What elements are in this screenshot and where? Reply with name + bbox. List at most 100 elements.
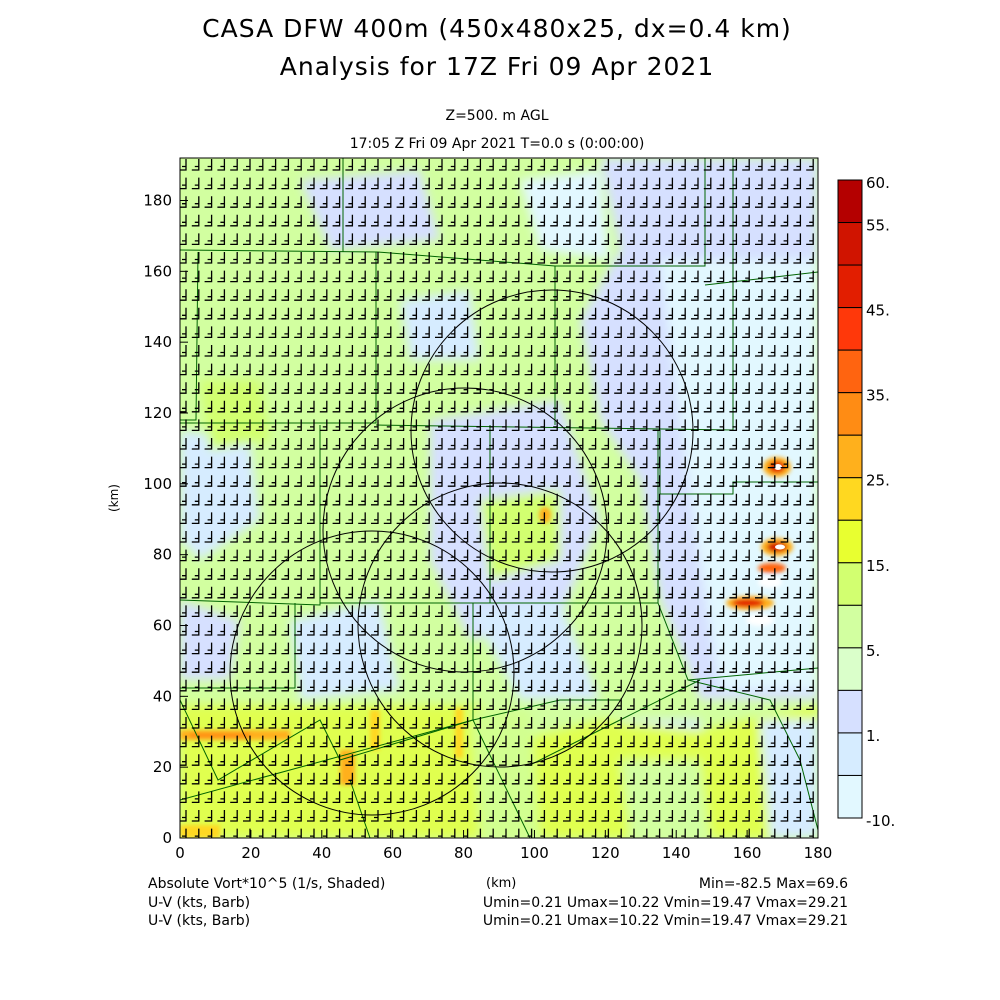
wind-barb (665, 233, 674, 246)
wind-barb (473, 326, 482, 339)
wind-barb (243, 810, 251, 822)
wind-barb (575, 456, 584, 469)
wind-barb (563, 698, 571, 711)
wind-barb (255, 289, 264, 301)
wind-barb (489, 828, 494, 838)
wind-barb (255, 531, 264, 543)
wind-barb (243, 289, 251, 301)
wind-barb (703, 698, 712, 711)
wind-barb (486, 475, 494, 487)
wind-barb (755, 214, 763, 227)
wind-barb (694, 828, 699, 838)
wind-barb (614, 382, 622, 394)
wind-barb (319, 196, 328, 208)
wind-barb (550, 307, 558, 320)
wind-barb (319, 456, 328, 469)
wind-barb (716, 549, 725, 562)
wind-barb (217, 270, 226, 283)
wind-barb (307, 586, 315, 599)
wind-barb (601, 698, 610, 711)
wind-barb (678, 252, 686, 264)
wind-barb (255, 456, 264, 469)
wind-barb (588, 772, 597, 785)
wind-barb (281, 307, 290, 320)
wind-barb (358, 717, 366, 729)
wind-barb (691, 177, 699, 190)
wind-barb (639, 754, 648, 766)
wind-barb (435, 679, 443, 692)
wind-barb (243, 549, 251, 562)
wind-barb (511, 568, 520, 580)
wind-barb (703, 419, 712, 432)
colorbar-swatch (837, 392, 863, 436)
wind-barb (371, 698, 379, 711)
wind-barb (716, 624, 725, 636)
wind-barb (755, 363, 763, 376)
wind-barb (294, 214, 302, 227)
wind-barb (371, 475, 379, 487)
wind-barb (374, 828, 379, 838)
wind-barb (499, 400, 507, 413)
wind-barb (806, 214, 814, 227)
wind-barb (767, 493, 776, 506)
wind-barb (473, 456, 482, 469)
wind-barb (191, 400, 200, 413)
wind-barb (422, 270, 430, 283)
wind-barb (204, 568, 213, 580)
wind-barb (447, 252, 456, 264)
wind-barb (703, 605, 712, 618)
wind-barb (729, 456, 738, 469)
wind-barb (601, 363, 610, 376)
wind-barb (255, 475, 264, 487)
wind-barb (767, 624, 776, 636)
wind-barb (281, 735, 290, 748)
wind-barb (409, 791, 418, 804)
wind-barb (204, 252, 213, 264)
wind-barb (281, 475, 290, 487)
wind-barb (371, 214, 379, 227)
wind-barb (563, 679, 571, 692)
wind-barb (678, 549, 686, 562)
wind-barb (191, 512, 200, 525)
wind-barb (665, 475, 674, 487)
wind-barb (550, 568, 558, 580)
wind-barb (729, 549, 738, 562)
wind-barb (204, 642, 213, 655)
wind-barb (655, 828, 661, 838)
wind-barb (268, 512, 277, 525)
wind-barb (371, 586, 379, 599)
wind-barb (575, 531, 584, 543)
wind-barb (486, 307, 494, 320)
wind-barb (793, 772, 802, 785)
wind-barb (204, 531, 213, 543)
wind-barb (307, 679, 315, 692)
wind-barb (511, 270, 520, 283)
wind-barb (780, 159, 789, 171)
wind-barb (294, 810, 302, 822)
wind-barb (729, 698, 738, 711)
wind-barb (691, 642, 699, 655)
wind-barb (755, 605, 763, 618)
wind-barb (371, 679, 379, 692)
wind-barb (755, 642, 763, 655)
wind-barb (383, 363, 392, 376)
wind-barb (563, 252, 571, 264)
wind-barb (358, 419, 366, 432)
wind-barb (371, 438, 379, 450)
wind-barb (217, 586, 226, 599)
wind-barb (793, 735, 802, 748)
wind-barb (230, 159, 238, 171)
wind-barb (204, 438, 213, 450)
wind-barb (294, 642, 302, 655)
wind-barb (511, 382, 520, 394)
wind-barb (678, 772, 686, 785)
wind-barb (588, 196, 597, 208)
wind-barb (524, 624, 533, 636)
wind-barb (422, 475, 430, 487)
wind-barb (383, 159, 392, 171)
wind-barb (652, 642, 661, 655)
wind-barb (755, 326, 763, 339)
wind-barb (563, 456, 571, 469)
wind-barb (180, 512, 187, 525)
wind-barb (281, 605, 290, 618)
